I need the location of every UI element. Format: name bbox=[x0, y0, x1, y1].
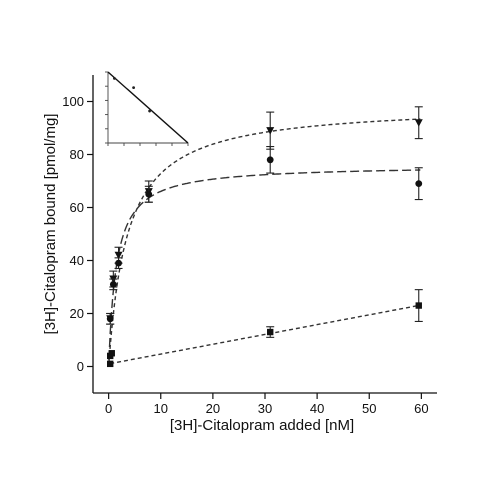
data-point-circle bbox=[266, 156, 274, 164]
data-point-square bbox=[267, 328, 274, 336]
data-point-square bbox=[415, 302, 422, 309]
data-point-triangle bbox=[414, 119, 423, 127]
fit-curve-2 bbox=[110, 304, 422, 365]
data-point-circle bbox=[106, 315, 114, 323]
x-axis-title: [3H]-Citalopram added [nM] bbox=[170, 417, 354, 434]
fit-curve-0 bbox=[108, 118, 421, 363]
x-tick-label: 10 bbox=[154, 401, 168, 416]
inset-data-point bbox=[113, 76, 116, 80]
x-tick-label: 0 bbox=[105, 401, 112, 416]
x-tick-label: 20 bbox=[206, 401, 220, 416]
x-tick-label: 40 bbox=[310, 401, 324, 416]
axes: 0 10 20 30 40 50 60 0 20 40 60 80 100 bbox=[62, 75, 437, 416]
y-tick-label: 0 bbox=[77, 359, 84, 374]
y-tick-label: 40 bbox=[70, 253, 84, 268]
y-tick-label: 100 bbox=[62, 94, 84, 109]
inset-data-point bbox=[148, 109, 152, 113]
y-tick-label: 60 bbox=[70, 200, 84, 215]
scatchard-inset bbox=[104, 68, 192, 146]
data-point-circle bbox=[415, 180, 423, 188]
data-point-triangle bbox=[266, 127, 275, 135]
data-points bbox=[106, 106, 423, 368]
inset-data-point bbox=[132, 86, 136, 90]
data-point-circle bbox=[109, 280, 117, 288]
data-point-triangle bbox=[114, 251, 123, 260]
x-tick-label: 50 bbox=[362, 401, 376, 416]
data-point-circle bbox=[115, 259, 122, 267]
inset-fit-line bbox=[107, 71, 189, 144]
x-tick-label: 30 bbox=[258, 401, 272, 416]
data-point-circle bbox=[145, 190, 153, 198]
y-tick-label: 20 bbox=[70, 306, 84, 321]
data-point-square bbox=[108, 350, 115, 357]
fit-curve-1 bbox=[108, 169, 421, 361]
x-tick-label: 60 bbox=[414, 401, 428, 416]
fit-curves bbox=[108, 118, 422, 365]
y-axis-title: [3H]-Citalopram bound [pmol/mg] bbox=[42, 114, 59, 335]
data-point-square bbox=[107, 360, 114, 368]
y-tick-label: 80 bbox=[70, 147, 84, 162]
